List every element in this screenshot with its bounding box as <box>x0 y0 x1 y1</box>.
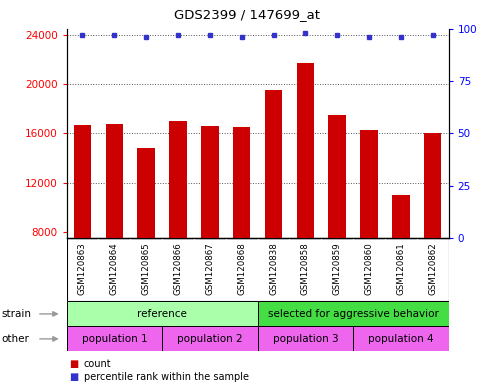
Text: GSM120861: GSM120861 <box>396 243 405 295</box>
Bar <box>67 301 257 326</box>
Text: population 3: population 3 <box>273 334 338 344</box>
Bar <box>328 115 346 238</box>
Bar <box>138 148 155 238</box>
Bar <box>353 326 449 351</box>
Text: GSM120860: GSM120860 <box>364 243 374 295</box>
Text: ■: ■ <box>69 359 78 369</box>
Bar <box>162 326 257 351</box>
Text: GSM120865: GSM120865 <box>141 243 151 295</box>
Text: GSM120864: GSM120864 <box>110 243 119 295</box>
Text: percentile rank within the sample: percentile rank within the sample <box>84 372 249 382</box>
Bar <box>424 133 441 238</box>
Text: ■: ■ <box>69 372 78 382</box>
Text: GDS2399 / 147699_at: GDS2399 / 147699_at <box>174 8 319 21</box>
Bar <box>392 195 410 238</box>
Bar <box>360 130 378 238</box>
Text: population 1: population 1 <box>81 334 147 344</box>
Bar <box>265 90 282 238</box>
Text: GSM120867: GSM120867 <box>205 243 214 295</box>
Text: reference: reference <box>137 309 187 319</box>
Bar <box>74 125 91 238</box>
Text: count: count <box>84 359 111 369</box>
Bar <box>106 124 123 238</box>
Text: population 2: population 2 <box>177 334 243 344</box>
Text: other: other <box>1 334 29 344</box>
Text: GSM120838: GSM120838 <box>269 243 278 295</box>
Text: GSM120868: GSM120868 <box>237 243 246 295</box>
Bar <box>169 121 187 238</box>
Bar <box>201 126 218 238</box>
Bar <box>257 301 449 326</box>
Bar <box>233 127 250 238</box>
Text: population 4: population 4 <box>368 334 434 344</box>
Bar <box>297 63 314 238</box>
Text: strain: strain <box>1 309 31 319</box>
Text: selected for aggressive behavior: selected for aggressive behavior <box>268 309 439 319</box>
Text: GSM120866: GSM120866 <box>174 243 182 295</box>
Text: GSM120859: GSM120859 <box>333 243 342 295</box>
Text: GSM120863: GSM120863 <box>78 243 87 295</box>
Text: GSM120858: GSM120858 <box>301 243 310 295</box>
Text: GSM120862: GSM120862 <box>428 243 437 295</box>
Bar <box>67 326 162 351</box>
Bar <box>257 326 353 351</box>
